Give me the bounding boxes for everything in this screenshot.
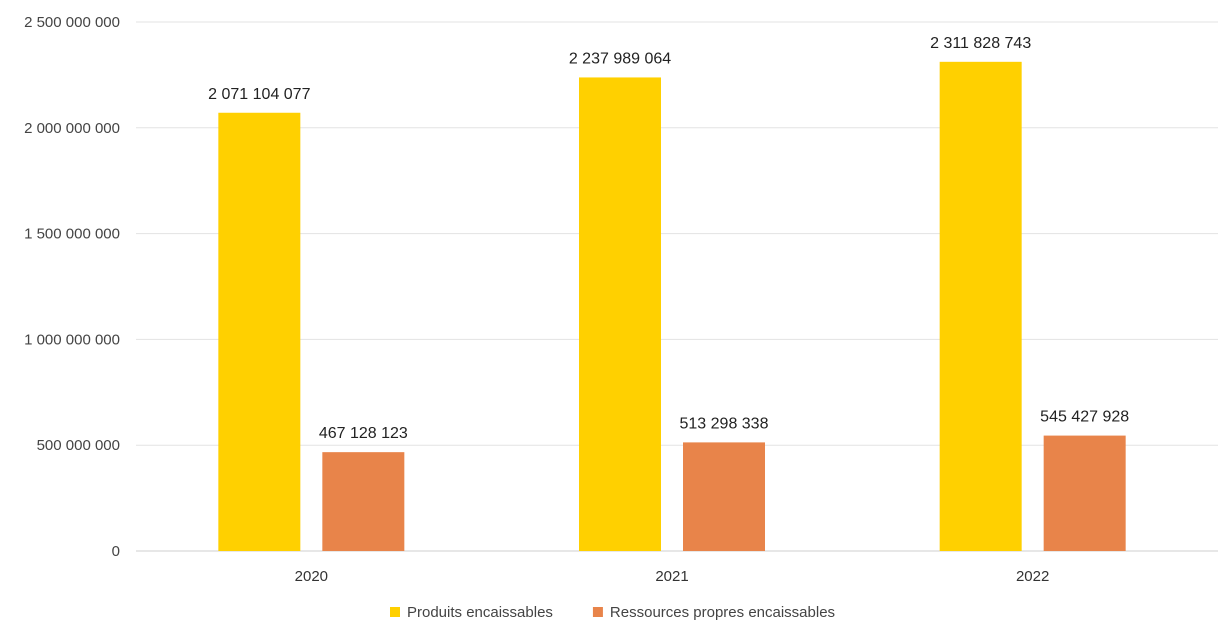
y-tick-label: 2 000 000 000 bbox=[24, 120, 120, 137]
x-tick-label: 2022 bbox=[1016, 568, 1049, 585]
data-labels: 2 071 104 077 467 128 123 2 237 989 064 513… bbox=[208, 35, 1129, 442]
y-tick-label: 2 500 000 000 bbox=[24, 14, 120, 31]
x-tick-label: 2020 bbox=[295, 568, 328, 585]
x-tick-label: 2021 bbox=[655, 568, 688, 585]
data-label: 513 298 338 bbox=[680, 415, 769, 432]
y-tick-label: 0 bbox=[112, 543, 120, 560]
x-axis-ticks: 2020 2021 2022 bbox=[295, 568, 1050, 585]
y-tick-label: 1 500 000 000 bbox=[24, 226, 120, 243]
legend-swatch bbox=[390, 607, 400, 617]
bars bbox=[218, 61, 1126, 551]
y-tick-label: 1 000 000 000 bbox=[24, 331, 120, 348]
bar-ressources-2022 bbox=[1043, 435, 1126, 551]
y-tick-label: 500 000 000 bbox=[37, 437, 120, 454]
data-label: 545 427 928 bbox=[1040, 409, 1129, 426]
bar-ressources-2020 bbox=[322, 452, 405, 551]
bar-produits-2020 bbox=[218, 112, 301, 551]
data-label: 2 237 989 064 bbox=[569, 50, 671, 67]
bar-produits-2021 bbox=[579, 77, 661, 551]
bar-produits-2022 bbox=[939, 61, 1022, 551]
legend-label: Produits encaissables bbox=[407, 604, 553, 621]
data-label: 2 311 828 743 bbox=[930, 35, 1031, 52]
bar-ressources-2021 bbox=[683, 442, 765, 551]
legend: Produits encaissables Ressources propres … bbox=[390, 604, 835, 621]
gridlines bbox=[136, 21, 1218, 552]
data-label: 2 071 104 077 bbox=[208, 86, 310, 103]
y-axis-ticks: 0 500 000 000 1 000 000 000 1 500 000 000 2 … bbox=[24, 14, 120, 560]
legend-label: Ressources propres encaissables bbox=[610, 604, 835, 621]
data-label: 467 128 123 bbox=[319, 425, 408, 442]
legend-swatch bbox=[592, 607, 603, 617]
